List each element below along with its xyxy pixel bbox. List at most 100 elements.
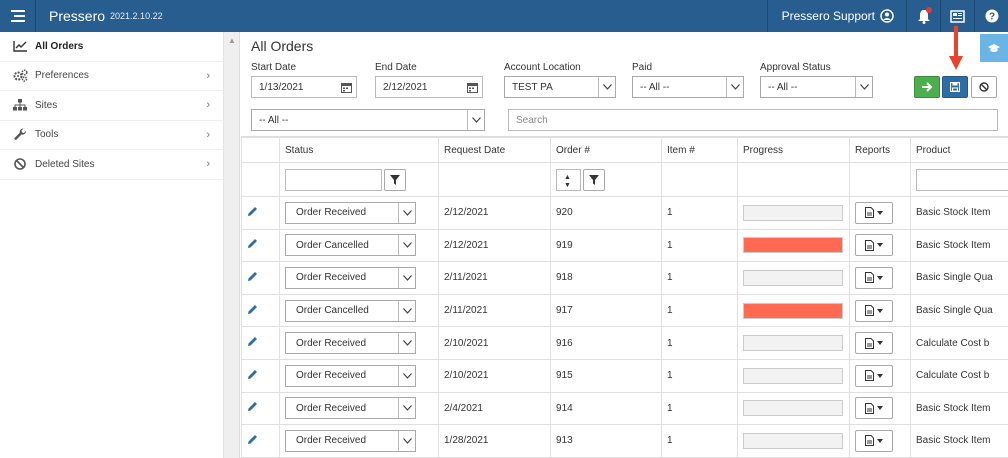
graduation-cap-button[interactable] [980, 34, 1008, 62]
pencil-icon[interactable] [247, 401, 258, 412]
column-header-status[interactable]: Status [279, 137, 439, 163]
start-date-field[interactable]: 1/13/2021 [251, 76, 357, 98]
status-filter-input[interactable] [285, 168, 382, 191]
progress-cell [737, 196, 850, 230]
reports-dropdown-button[interactable] [855, 201, 893, 224]
calendar-icon[interactable] [336, 77, 356, 97]
orders-grid: Status Request Date Order # Item # Progr… [241, 136, 1008, 458]
order-number-filter-input[interactable]: ▲ ▼ [556, 168, 581, 191]
progress-bar [743, 400, 843, 417]
status-select[interactable]: Order Received [285, 332, 416, 355]
account-location-select[interactable]: TEST PA [504, 76, 616, 98]
pencil-icon[interactable] [247, 369, 258, 380]
column-header-reports[interactable]: Reports [849, 137, 911, 163]
pencil-icon[interactable] [247, 206, 258, 217]
support-menu[interactable]: Pressero Support [766, 0, 906, 32]
end-date-field[interactable]: 2/12/2021 [375, 76, 483, 98]
caret-down-icon [877, 243, 883, 248]
ban-icon [12, 157, 28, 171]
reports-dropdown-button[interactable] [855, 332, 893, 355]
sidebar-scrollbar[interactable]: ▲ [224, 32, 240, 458]
reports-dropdown-button[interactable] [855, 364, 893, 387]
product-filter-input[interactable] [916, 168, 1008, 191]
progress-cell [737, 391, 850, 426]
caret-down-icon [877, 275, 883, 280]
app-brand: Pressero [49, 8, 106, 24]
caret-down-icon [877, 406, 883, 411]
status-select[interactable]: Order Received [285, 201, 416, 224]
request-date-cell: 2/11/2021 [438, 261, 551, 295]
table-row: Order Received 1/28/2021 913 1 Basic Stock I… [241, 424, 1008, 458]
status-select[interactable]: Order Cancelled [285, 234, 416, 257]
status-select[interactable]: Order Received [285, 397, 416, 420]
reports-dropdown-button[interactable] [855, 429, 893, 452]
clear-filter-button[interactable] [971, 76, 997, 98]
status-cell: Order Cancelled [279, 293, 439, 328]
sidebar-item-tools[interactable]: Tools › [0, 121, 223, 150]
news-button[interactable] [940, 0, 974, 32]
view-select[interactable]: -- All -- [251, 109, 485, 131]
column-header-order-number[interactable]: Order # [550, 137, 662, 163]
save-filter-button[interactable] [942, 76, 968, 98]
menu-toggle-button[interactable] [0, 0, 36, 32]
apply-filter-button[interactable] [914, 76, 940, 98]
sidebar-item-deleted-sites[interactable]: Deleted Sites › [0, 150, 223, 180]
product-cell: Basic Stock Item [910, 196, 1008, 230]
notifications-button[interactable] [906, 0, 940, 32]
calendar-icon[interactable] [462, 77, 482, 97]
chevron-right-icon: › [206, 158, 210, 170]
edit-cell [241, 261, 280, 295]
order-filter-button[interactable] [583, 168, 605, 191]
reports-dropdown-button[interactable] [855, 397, 893, 420]
help-button[interactable]: ? [974, 0, 1008, 32]
item-number-cell: 1 [661, 358, 738, 393]
sidebar-item-all-orders[interactable]: All Orders [0, 32, 223, 62]
status-select[interactable]: Order Received [285, 266, 416, 289]
reports-dropdown-button[interactable] [855, 266, 893, 289]
chevron-right-icon: › [206, 69, 210, 82]
pencil-icon[interactable] [247, 271, 258, 282]
column-header-item-number[interactable]: Item # [661, 137, 738, 163]
reports-cell [849, 196, 911, 230]
status-filter-button[interactable] [384, 168, 406, 191]
request-date-cell: 2/4/2021 [438, 391, 551, 426]
account-location-value: TEST PA [512, 81, 553, 93]
product-cell: Basic Single Qua [910, 261, 1008, 295]
column-header-progress[interactable]: Progress [737, 137, 850, 163]
status-value: Order Cancelled [296, 239, 369, 251]
stepper-down-icon[interactable]: ▼ [564, 181, 571, 189]
pencil-icon[interactable] [247, 434, 258, 445]
reports-dropdown-button[interactable] [855, 299, 893, 322]
status-cell: Order Received [279, 196, 439, 230]
search-input[interactable] [508, 109, 998, 131]
filter-cell [241, 162, 280, 197]
filter-icon [589, 174, 599, 185]
status-select[interactable]: Order Cancelled [285, 299, 416, 322]
file-icon [865, 402, 874, 414]
progress-cell [737, 293, 850, 328]
reports-dropdown-button[interactable] [855, 234, 893, 257]
edit-cell [241, 228, 280, 263]
sidebar-item-preferences[interactable]: Preferences › [0, 62, 223, 91]
edit-cell [241, 196, 280, 230]
status-select[interactable]: Order Received [285, 364, 416, 387]
caret-down-icon [877, 373, 883, 378]
reports-cell [849, 326, 911, 360]
item-number-cell: 1 [661, 261, 738, 295]
end-date-label: End Date [375, 62, 417, 73]
reports-cell [849, 424, 911, 458]
pencil-icon[interactable] [247, 238, 258, 249]
pencil-icon[interactable] [247, 304, 258, 315]
pencil-icon[interactable] [247, 336, 258, 347]
filter-cell [279, 162, 439, 197]
gears-icon [12, 69, 28, 83]
filter-cell [910, 162, 1008, 197]
sidebar-item-sites[interactable]: Sites › [0, 91, 223, 121]
column-header-product[interactable]: Product [910, 137, 1008, 163]
column-header-request-date[interactable]: Request Date [438, 137, 551, 163]
approval-status-select[interactable]: -- All -- [760, 76, 873, 98]
paid-select[interactable]: -- All -- [632, 76, 744, 98]
status-select[interactable]: Order Received [285, 429, 416, 452]
scroll-up-icon[interactable]: ▲ [228, 36, 236, 45]
stepper-up-icon[interactable]: ▲ [564, 173, 571, 181]
